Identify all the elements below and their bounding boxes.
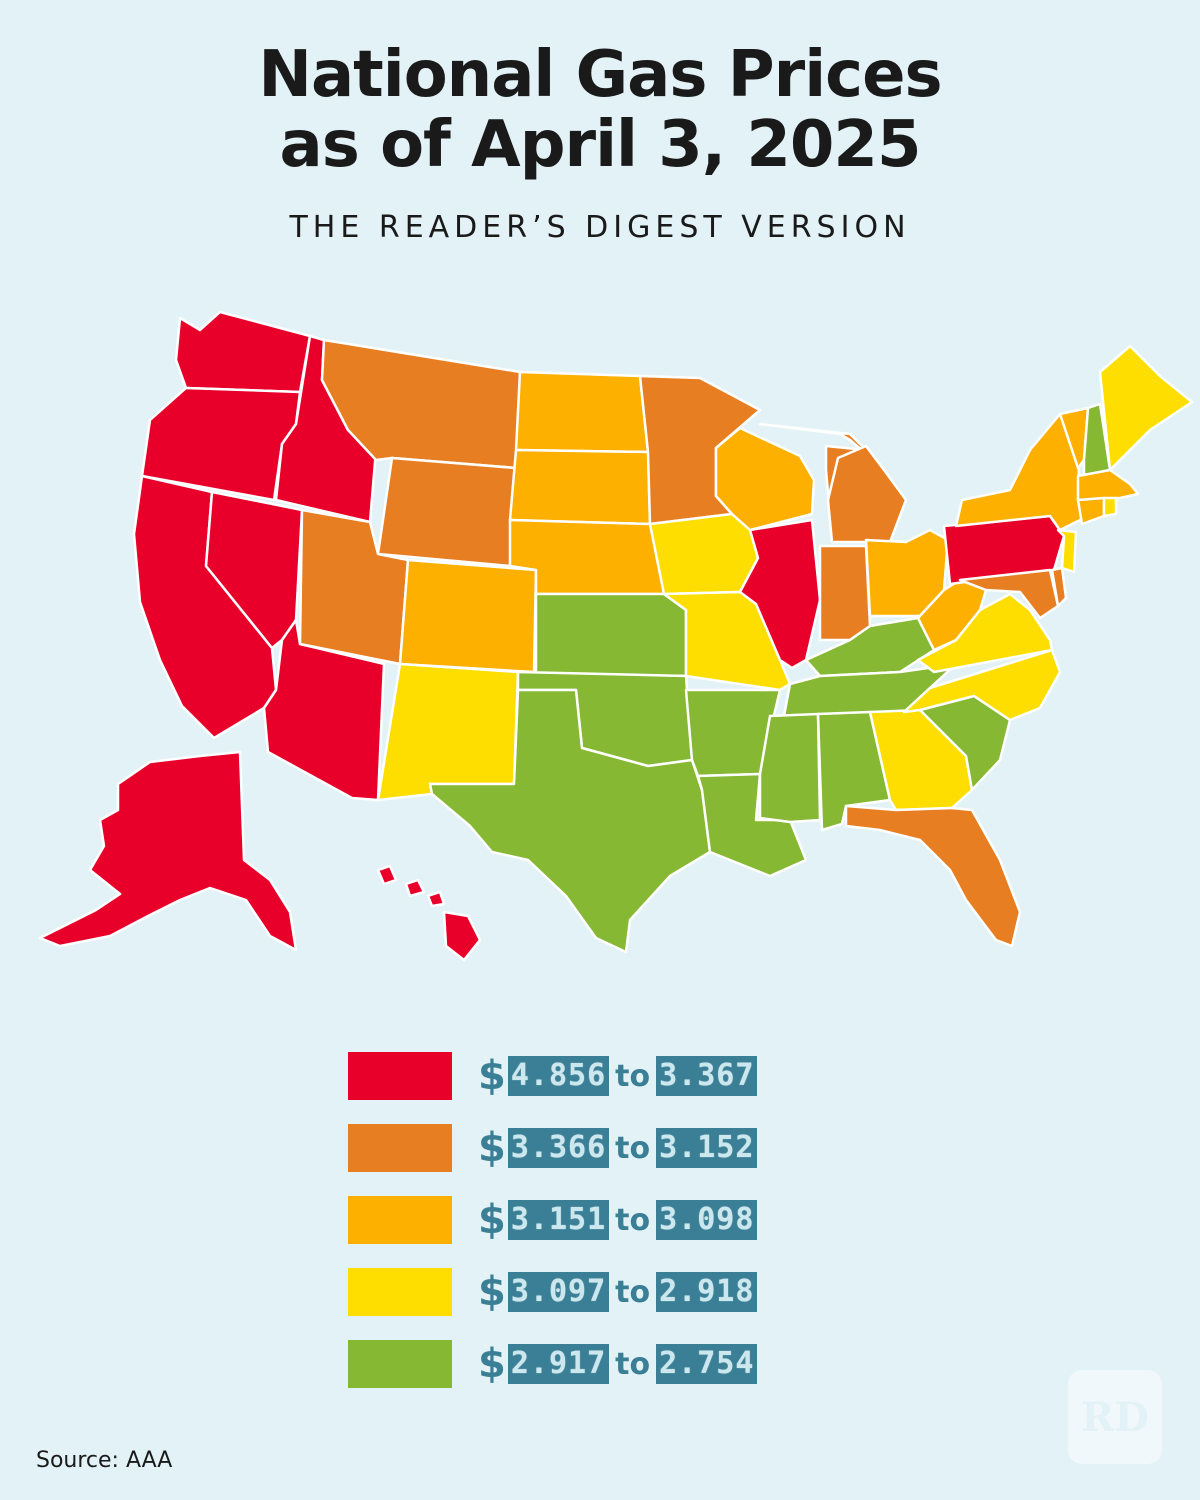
state-HI xyxy=(376,864,482,962)
state-DE xyxy=(1050,566,1068,608)
price-low: 2.917 xyxy=(507,1344,610,1384)
dollar-sign: $ xyxy=(478,1269,506,1315)
state-ND xyxy=(514,370,650,454)
dollar-sign: $ xyxy=(478,1125,506,1171)
legend-range: $ 4.856 to 3.367 xyxy=(478,1053,758,1099)
map-subtitle: THE READER’S DIGEST VERSION xyxy=(289,210,911,245)
rd-logo: RD xyxy=(1068,1370,1162,1464)
dollar-sign: $ xyxy=(478,1053,506,1099)
us-gas-price-map xyxy=(38,310,1194,962)
state-WI xyxy=(714,426,816,532)
source-note: Source: AAA xyxy=(36,1448,173,1473)
dollar-sign: $ xyxy=(478,1197,506,1243)
legend-range: $ 3.097 to 2.918 xyxy=(478,1269,758,1315)
state-RI xyxy=(1102,496,1118,518)
price-low: 3.151 xyxy=(507,1200,610,1240)
range-to: to xyxy=(615,1202,651,1238)
state-KS xyxy=(534,592,688,678)
price-low-text: 3.366 xyxy=(510,1130,607,1165)
price-high-text: 3.152 xyxy=(659,1130,755,1165)
state-IA xyxy=(648,512,760,596)
price-high: 3.152 xyxy=(656,1128,758,1168)
price-high-text: 2.754 xyxy=(659,1346,755,1381)
legend-swatch xyxy=(348,1124,452,1172)
state-NM xyxy=(376,662,520,802)
title-line-2: as of April 3, 2025 xyxy=(279,108,922,182)
legend-row: $ 3.151 to 3.098 xyxy=(348,1184,758,1256)
rd-logo-text: RD xyxy=(1081,1393,1149,1441)
state-WV xyxy=(916,578,988,652)
state-TX xyxy=(428,688,712,954)
map-title: National Gas Prices as of April 3, 2025 xyxy=(0,40,1200,180)
range-to: to xyxy=(615,1058,651,1094)
state-NC xyxy=(902,648,1062,722)
price-low-text: 3.151 xyxy=(510,1202,607,1237)
state-IL xyxy=(738,518,822,670)
state-MA xyxy=(1076,468,1140,502)
legend-swatch xyxy=(348,1340,452,1388)
legend-row: $ 3.366 to 3.152 xyxy=(348,1112,758,1184)
state-MS xyxy=(758,712,822,824)
price-high: 2.754 xyxy=(656,1344,758,1384)
state-ME xyxy=(1098,344,1194,472)
price-high-text: 3.367 xyxy=(659,1058,755,1093)
range-to: to xyxy=(615,1130,651,1166)
state-WY xyxy=(376,456,518,568)
price-high-text: 2.918 xyxy=(659,1274,755,1309)
state-SD xyxy=(508,448,652,526)
legend-row: $ 4.856 to 3.367 xyxy=(348,1040,758,1112)
legend-row: $ 3.097 to 2.918 xyxy=(348,1256,758,1328)
title-line-1: National Gas Prices xyxy=(258,38,942,112)
state-MD xyxy=(958,568,1060,620)
range-to: to xyxy=(615,1346,651,1382)
state-IN xyxy=(818,544,872,642)
legend-range: $ 3.366 to 3.152 xyxy=(478,1125,758,1171)
legend-swatch xyxy=(348,1196,452,1244)
price-low: 3.097 xyxy=(507,1272,610,1312)
state-AZ xyxy=(262,618,386,802)
state-OH xyxy=(864,528,950,618)
price-low: 3.366 xyxy=(507,1128,610,1168)
legend-range: $ 2.917 to 2.754 xyxy=(478,1341,758,1387)
state-CT xyxy=(1076,496,1106,526)
price-high: 3.367 xyxy=(656,1056,758,1096)
state-FL xyxy=(844,804,1022,948)
state-AK xyxy=(38,750,298,952)
price-legend: $ 4.856 to 3.367 $ 3.366 to 3.152 $ 3.15… xyxy=(348,1040,758,1400)
state-CO xyxy=(398,558,538,674)
price-high: 3.098 xyxy=(656,1200,758,1240)
state-LA xyxy=(696,772,808,878)
price-high-text: 3.098 xyxy=(659,1202,755,1237)
legend-range: $ 3.151 to 3.098 xyxy=(478,1197,758,1243)
price-high: 2.918 xyxy=(656,1272,758,1312)
price-low-text: 2.917 xyxy=(510,1346,607,1381)
state-MI-lower xyxy=(826,444,908,544)
legend-swatch xyxy=(348,1268,452,1316)
legend-row: $ 2.917 to 2.754 xyxy=(348,1328,758,1400)
price-low-text: 4.856 xyxy=(510,1058,607,1093)
dollar-sign: $ xyxy=(478,1341,506,1387)
price-low: 4.856 xyxy=(507,1056,610,1096)
price-low-text: 3.097 xyxy=(510,1274,607,1309)
legend-swatch xyxy=(348,1052,452,1100)
state-WA xyxy=(174,310,312,394)
range-to: to xyxy=(615,1274,651,1310)
state-NJ xyxy=(1056,528,1078,574)
